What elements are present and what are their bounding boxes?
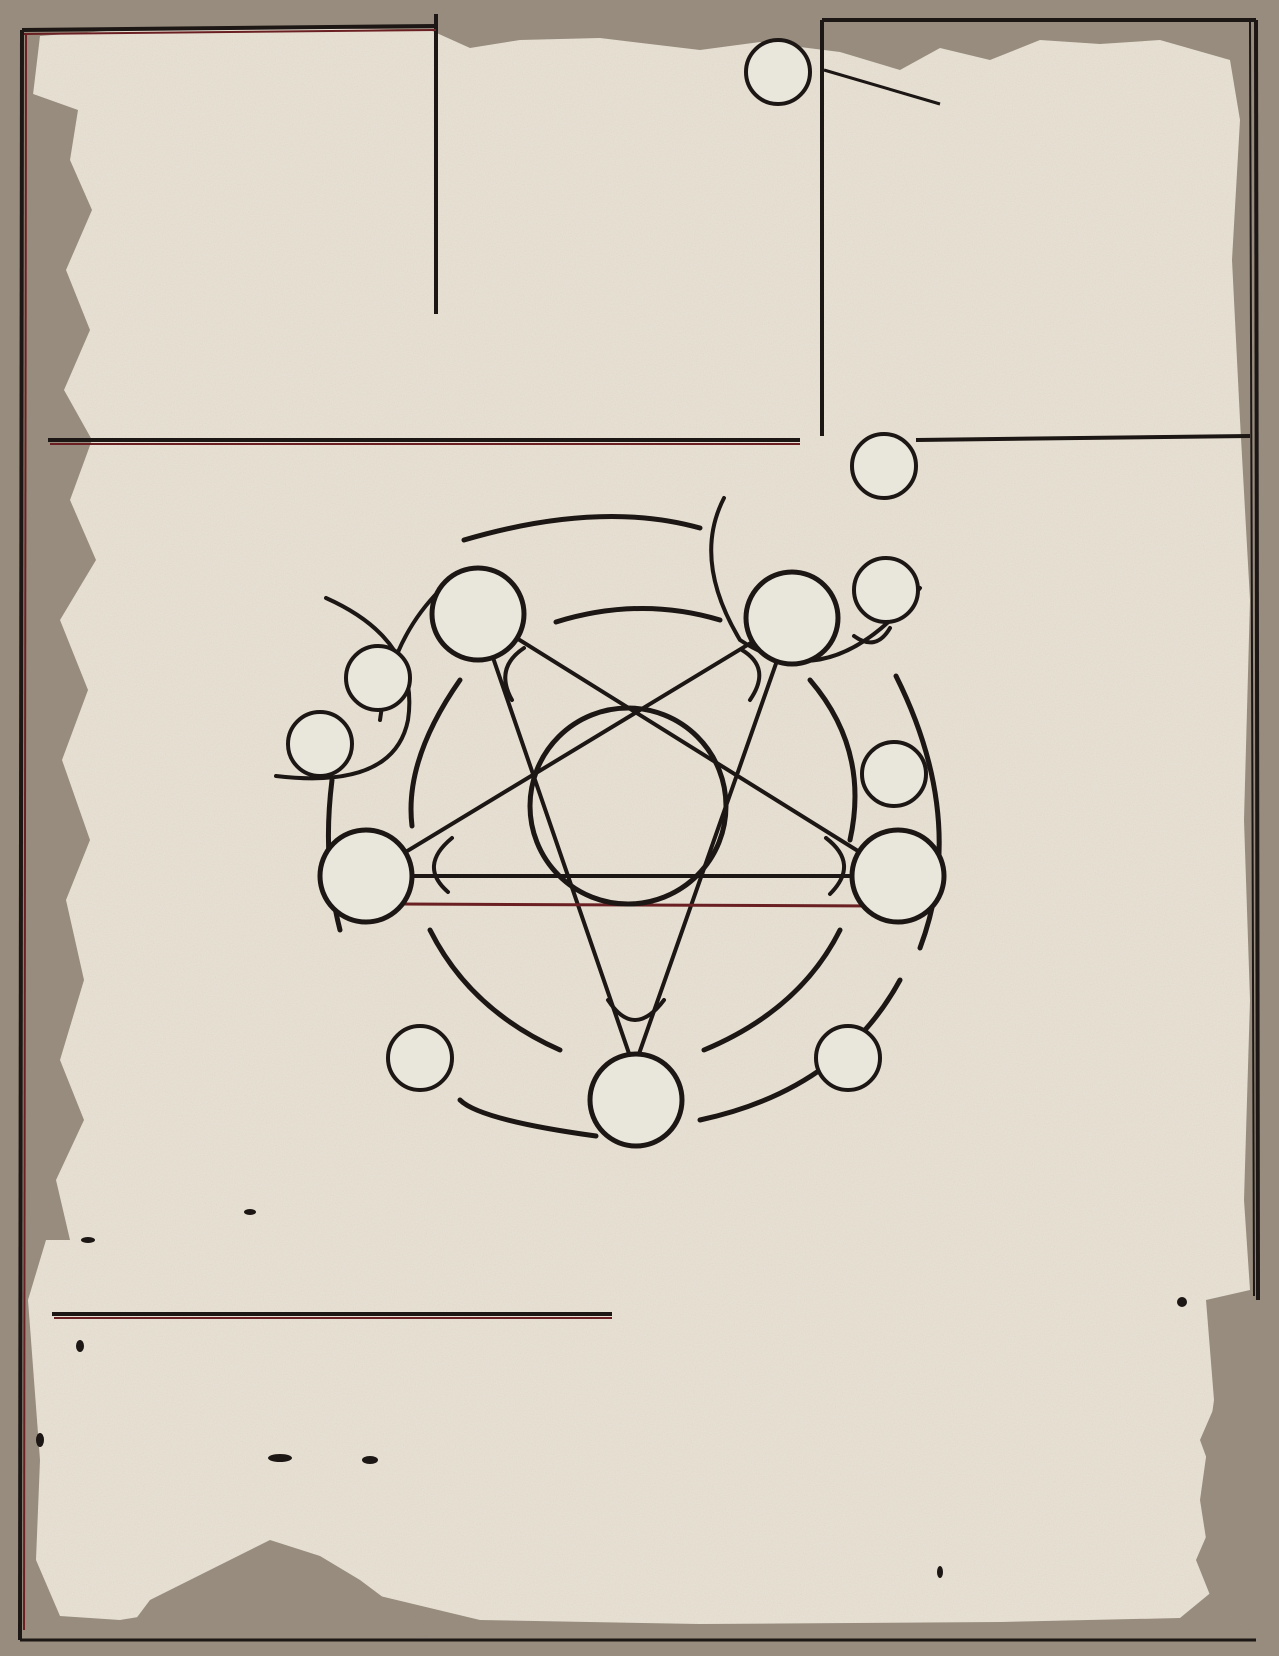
ink-specks bbox=[36, 1209, 1187, 1578]
inner-ring-arc-right bbox=[807, 677, 858, 843]
node-lower-left bbox=[386, 1024, 454, 1092]
border-mid-right bbox=[915, 434, 1251, 442]
node-upper-right-small bbox=[852, 556, 920, 624]
speck bbox=[362, 1456, 378, 1464]
inner-ring-arc-lower-left bbox=[427, 927, 563, 1053]
node-floating bbox=[850, 432, 918, 500]
weathered-edge-left bbox=[22, 90, 96, 1240]
node-top-panel bbox=[744, 38, 812, 106]
crescent-bottom bbox=[606, 998, 666, 1022]
red-line-top bbox=[23, 29, 437, 35]
node-lower-right bbox=[814, 1024, 882, 1092]
border-right bbox=[1254, 19, 1260, 1301]
pentagram-lines bbox=[358, 609, 905, 1075]
node-top-left bbox=[429, 565, 527, 663]
outer-ring-arc-lower-left bbox=[457, 1097, 599, 1139]
node-top-right bbox=[743, 569, 841, 667]
inner-ring-arc-left bbox=[408, 677, 463, 829]
swoosh-left-outer bbox=[274, 596, 412, 781]
crescent-top-right bbox=[740, 648, 762, 702]
crescent-right bbox=[824, 836, 847, 896]
inner-ring-arc-top bbox=[553, 605, 723, 625]
outer-ring-arc-right bbox=[893, 673, 942, 951]
center-circle bbox=[527, 705, 729, 907]
border-top-right-tab bbox=[823, 68, 941, 106]
inner-ring-arc-lower-right bbox=[701, 927, 843, 1053]
speck bbox=[36, 1433, 44, 1447]
border-left bbox=[18, 29, 24, 1641]
border-right-inner bbox=[1249, 19, 1255, 1297]
node-left bbox=[317, 827, 415, 925]
speck bbox=[268, 1454, 292, 1462]
red-line-left bbox=[23, 33, 27, 1631]
node-right bbox=[849, 827, 947, 925]
crescent-top-left bbox=[503, 646, 526, 702]
crescent-upper-right bbox=[852, 626, 892, 645]
node-left-small bbox=[344, 644, 412, 712]
weathered-edge-right bbox=[1196, 1300, 1252, 1630]
node-bottom bbox=[587, 1051, 685, 1149]
speck bbox=[1177, 1297, 1187, 1307]
node-far-left-small bbox=[286, 710, 354, 778]
outer-ring-arc-top bbox=[461, 514, 703, 543]
speck bbox=[244, 1209, 256, 1215]
pentagram-sigil bbox=[274, 38, 947, 1149]
border-top-left bbox=[21, 24, 437, 32]
parchment-sheet bbox=[28, 28, 1250, 1624]
sigil-nodes bbox=[286, 38, 947, 1149]
crescent-left bbox=[431, 836, 454, 894]
torn-corner-bottom-left bbox=[120, 1540, 430, 1640]
panel-borders-red bbox=[23, 29, 800, 1631]
speck bbox=[76, 1340, 84, 1352]
arc-upper-right bbox=[709, 496, 922, 663]
panel-borders bbox=[18, 14, 1260, 1642]
speck bbox=[937, 1566, 943, 1578]
node-right-small bbox=[860, 740, 928, 808]
speck bbox=[81, 1237, 95, 1243]
